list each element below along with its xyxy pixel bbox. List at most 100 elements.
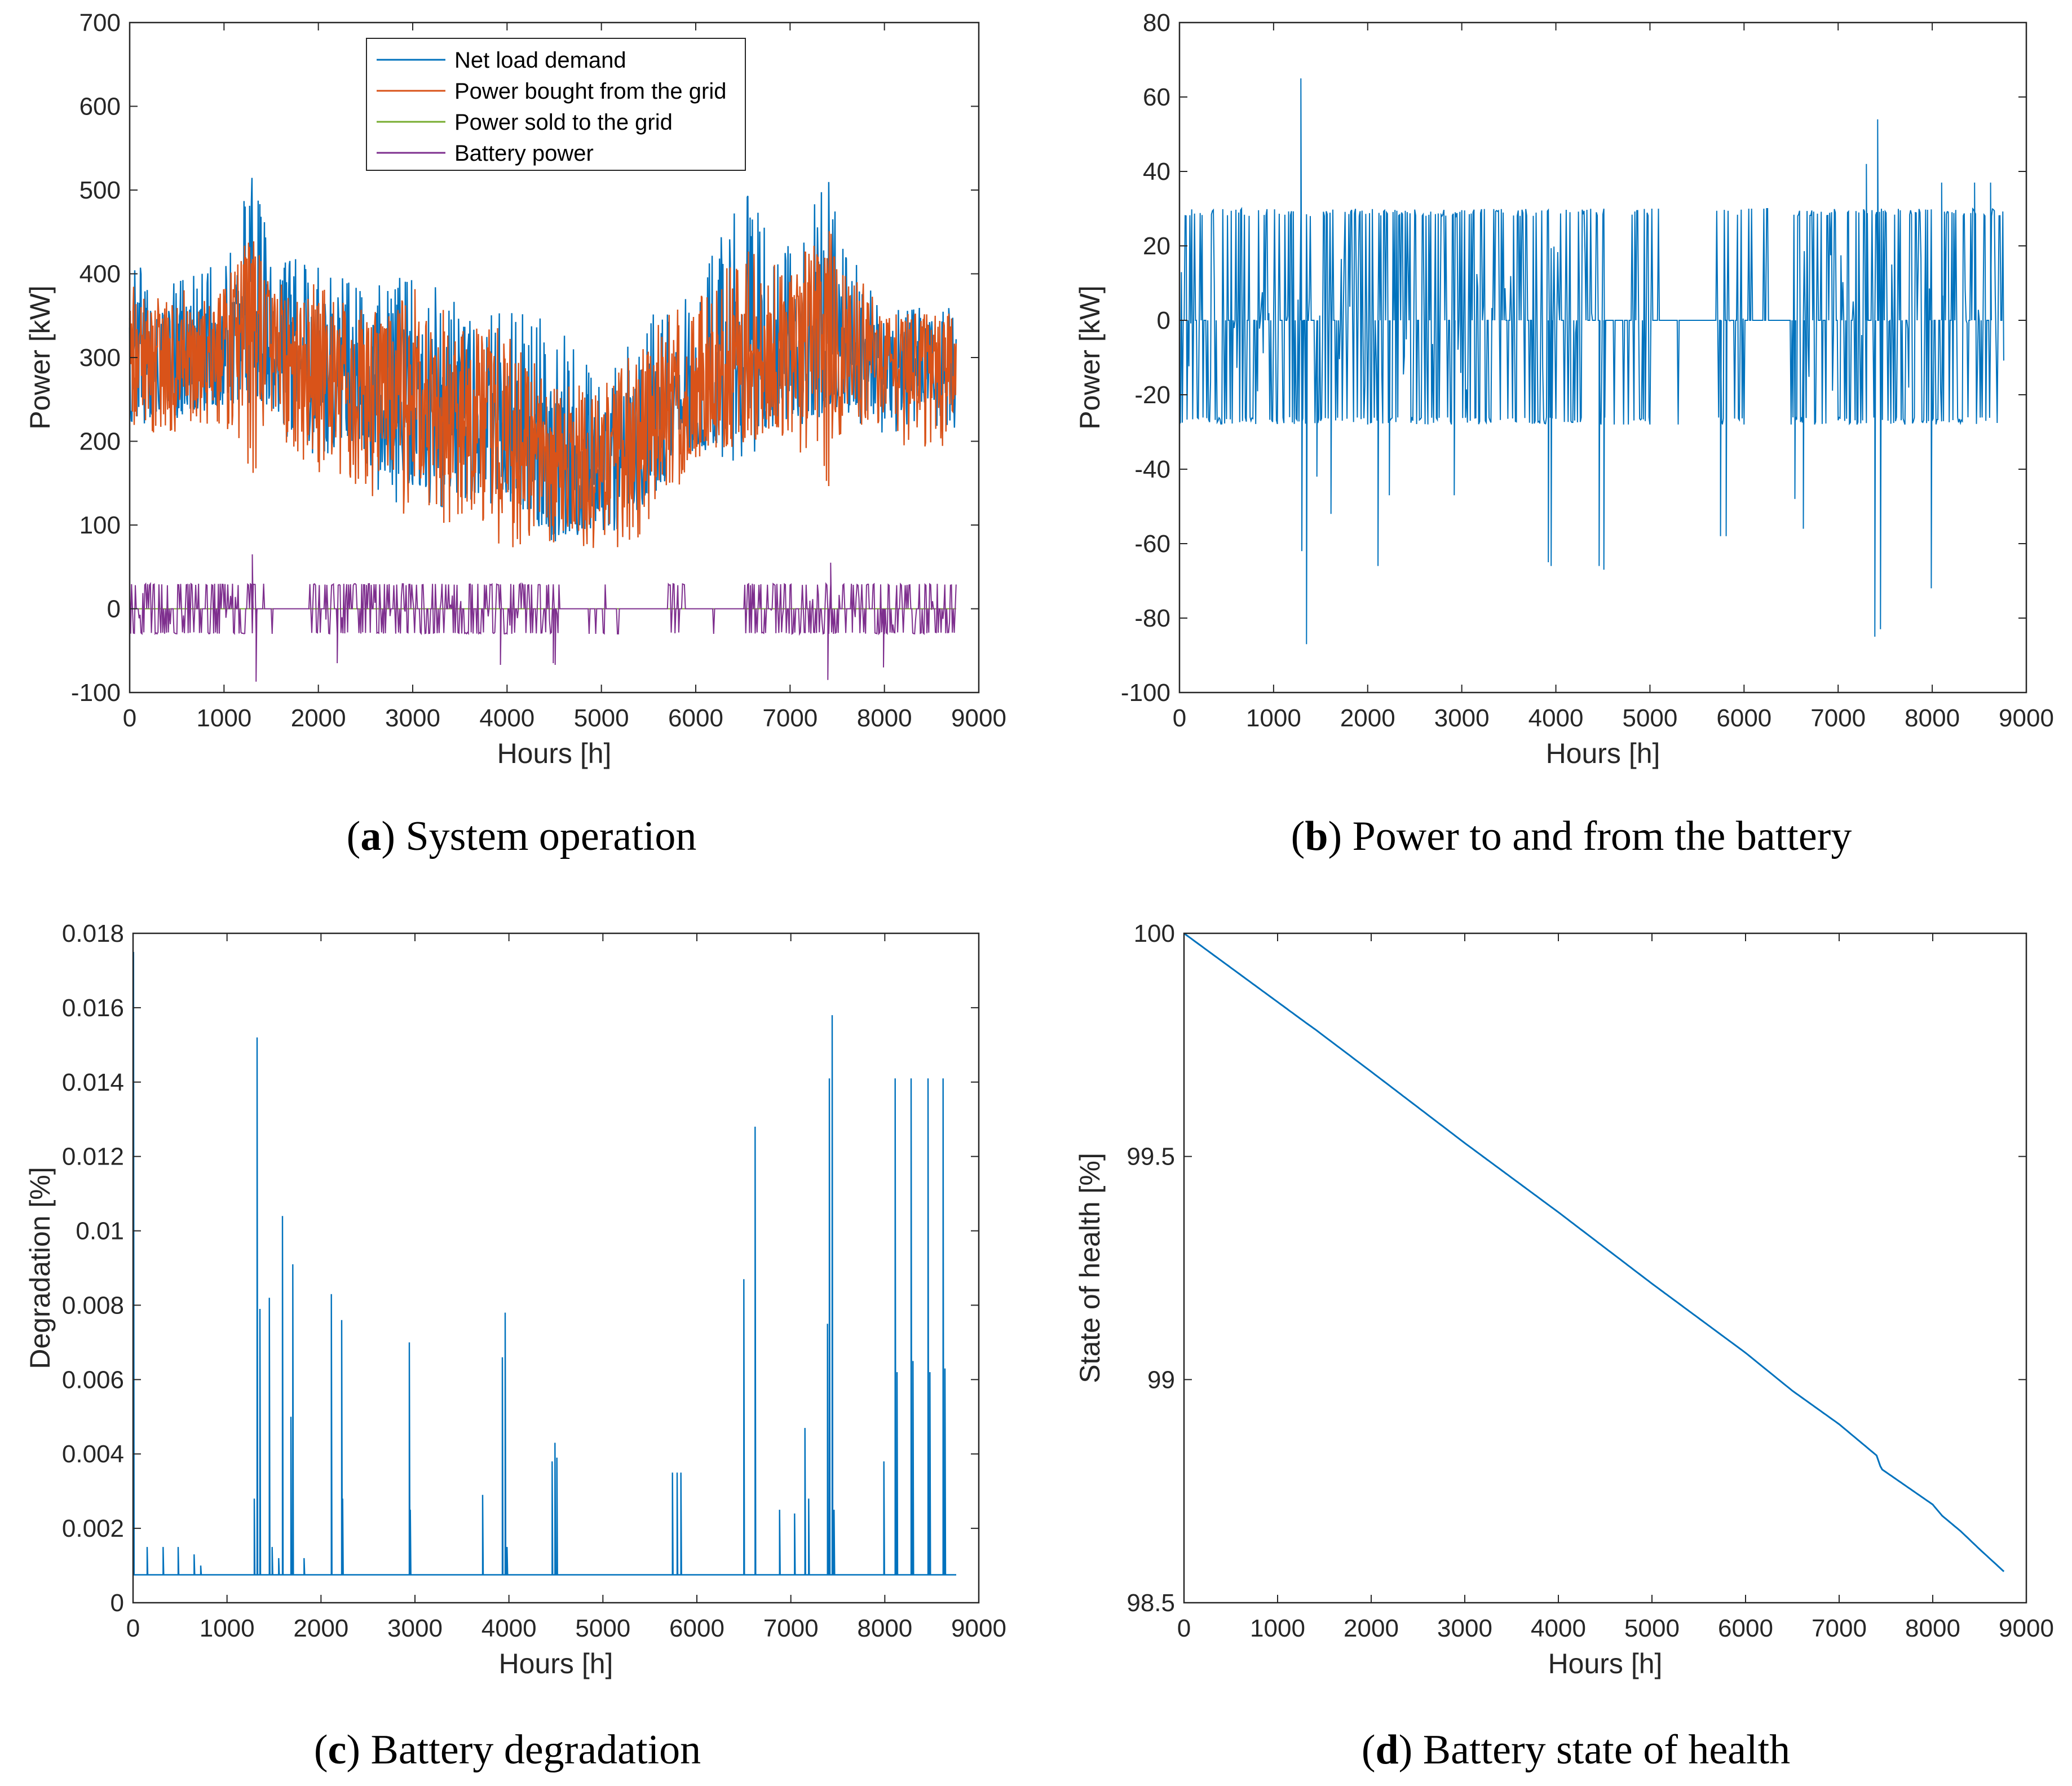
- caption-d-text: Battery state of health: [1423, 1727, 1790, 1773]
- panel-b-xtick-label: 4000: [1528, 704, 1584, 732]
- panel-b-plot-data: [1179, 78, 2004, 645]
- panel-b-axes-box: [1178, 21, 2027, 694]
- panel-b-battery-power: 0 1000 2000 3000 4000 5000 6000 7000 8000 9000 -10…: [1074, 9, 2054, 859]
- panel-c-xtick-label: 1000: [200, 1615, 255, 1642]
- panel-b-ytick-label: -80: [1134, 605, 1170, 632]
- panel-b-xtick-label: 5000: [1622, 704, 1677, 732]
- panel-d-ylabel: State of health [%]: [1074, 1153, 1106, 1383]
- panel-c-xtick-label: 4000: [481, 1615, 537, 1642]
- panel-b-xtick-label: 2000: [1340, 704, 1395, 732]
- panel-c-ytick-label: 0.01: [76, 1218, 124, 1245]
- panel-a-axes: 0 1000 2000 3000 4000 5000 6000 7000 8000 9000 -10…: [71, 9, 1006, 732]
- panel-a-xtick-label: 5000: [574, 704, 629, 732]
- panel-b-ytick-label: 0: [1157, 307, 1170, 334]
- caption-d: (d) Battery state of health: [1362, 1727, 1790, 1773]
- legend-label-net-load: Net load demand: [454, 48, 626, 73]
- panel-c-xtick-label: 3000: [387, 1615, 443, 1642]
- panel-a-series-battery: [129, 554, 957, 682]
- panel-c-ytick-label: 0.004: [62, 1440, 124, 1468]
- panel-b-xtick-label: 6000: [1716, 704, 1771, 732]
- legend-label-battery: Battery power: [454, 141, 594, 166]
- panel-b-xtick-label: 0: [1173, 704, 1186, 732]
- panel-c-ytick-label: 0.008: [62, 1291, 124, 1319]
- panel-c-plot-data: [132, 951, 956, 1576]
- panel-b-ytick-label: 60: [1143, 83, 1170, 111]
- panel-a-xtick-label: 1000: [196, 704, 251, 732]
- panel-d-xtick-label: 8000: [1905, 1615, 1960, 1642]
- panel-d-ytick-label: 98.5: [1126, 1589, 1175, 1617]
- caption-c-text: Battery degradation: [371, 1727, 701, 1773]
- panel-a-xtick-label: 8000: [857, 704, 912, 732]
- panel-d-xtick-label: 5000: [1624, 1615, 1680, 1642]
- panel-c-xlabel: Hours [h]: [499, 1648, 613, 1679]
- panel-d-xtick-label: 2000: [1344, 1615, 1399, 1642]
- panel-a-xtick-label: 0: [123, 704, 136, 732]
- panel-a-plot-data: [129, 178, 957, 682]
- panel-d-xtick-label: 1000: [1250, 1615, 1305, 1642]
- panel-d-battery-state-of-health: 0 1000 2000 3000 4000 5000 6000 7000 8000 9000 98.…: [1074, 920, 2054, 1773]
- panel-d-series-soh: [1183, 932, 2005, 1572]
- panel-d-axes: 0 1000 2000 3000 4000 5000 6000 7000 8000 9000 98.…: [1126, 920, 2054, 1642]
- panel-c-xtick-label: 2000: [293, 1615, 348, 1642]
- panel-c-ytick-label: 0.016: [62, 994, 124, 1022]
- panel-c-xtick-label: 5000: [575, 1615, 630, 1642]
- panel-a-ytick-label: 600: [79, 93, 121, 121]
- caption-a: (a) System operation: [347, 813, 697, 859]
- caption-b-letter: b: [1305, 813, 1328, 859]
- caption-a-letter: a: [360, 813, 381, 859]
- panel-d-ytick-label: 100: [1134, 920, 1175, 947]
- panel-b-xtick-label: 7000: [1810, 704, 1866, 732]
- panel-d-ytick-label: 99.5: [1126, 1143, 1175, 1171]
- panel-c-series-degradation: [132, 951, 956, 1576]
- panel-a-system-operation: 0 1000 2000 3000 4000 5000 6000 7000 8000 9000 -10…: [24, 9, 1006, 859]
- panel-c-ytick-label: 0.002: [62, 1515, 124, 1542]
- panel-a-xtick-label: 4000: [479, 704, 534, 732]
- panel-c-xtick-label: 0: [126, 1615, 140, 1642]
- panel-a-xtick-label: 7000: [762, 704, 818, 732]
- panel-c-xtick-label: 8000: [857, 1615, 912, 1642]
- caption-c-letter: c: [328, 1727, 347, 1773]
- panel-d-xtick-label: 0: [1177, 1615, 1191, 1642]
- caption-d-letter: d: [1375, 1727, 1398, 1773]
- panel-a-ytick-label: 400: [79, 261, 121, 288]
- panel-d-plot-data: [1183, 932, 2005, 1572]
- panel-c-ylabel: Degradation [%]: [24, 1167, 56, 1369]
- panel-b-axes: 0 1000 2000 3000 4000 5000 6000 7000 8000 9000 -10…: [1121, 9, 2054, 732]
- panel-a-xtick-label: 9000: [951, 704, 1006, 732]
- panel-a-legend: Net load demand Power bought from the gr…: [366, 38, 746, 171]
- caption-b: (b) Power to and from the battery: [1291, 813, 1852, 859]
- panel-d-xtick-label: 4000: [1531, 1615, 1586, 1642]
- panel-a-xtick-label: 2000: [291, 704, 346, 732]
- panel-a-xtick-label: 6000: [668, 704, 723, 732]
- panel-a-series-bought: [129, 231, 957, 548]
- panel-d-xtick-label: 3000: [1437, 1615, 1492, 1642]
- panel-b-ytick-label: 20: [1143, 232, 1170, 260]
- panel-a-xtick-label: 3000: [385, 704, 440, 732]
- panel-b-ytick-label: -100: [1121, 679, 1170, 707]
- panel-d-xlabel: Hours [h]: [1548, 1648, 1663, 1679]
- panel-c-axes: 0 1000 2000 3000 4000 5000 6000 7000 8000 9000 0 0.…: [62, 920, 1006, 1642]
- panel-c-ytick-label: 0.006: [62, 1366, 124, 1393]
- panel-a-ytick-label: -100: [71, 679, 121, 707]
- panel-c-xtick-label: 7000: [763, 1615, 819, 1642]
- legend-label-bought: Power bought from the grid: [454, 79, 726, 104]
- panel-c-ytick-label: 0.018: [62, 920, 124, 947]
- panel-c-xtick-label: 6000: [669, 1615, 724, 1642]
- panel-c-axes-box: [132, 932, 980, 1604]
- caption-b-text: Power to and from the battery: [1353, 813, 1852, 859]
- panel-b-ytick-label: -60: [1134, 530, 1170, 558]
- panel-b-ytick-label: -20: [1134, 381, 1170, 409]
- legend-label-sold: Power sold to the grid: [454, 110, 673, 135]
- panel-b-ytick-label: 40: [1143, 158, 1170, 186]
- panel-c-ytick-label: 0.014: [62, 1069, 124, 1096]
- panel-c-ytick-label: 0.012: [62, 1143, 124, 1171]
- panel-b-xtick-label: 1000: [1246, 704, 1301, 732]
- panel-b-ytick-label: 80: [1143, 9, 1170, 37]
- panel-d-xtick-label: 6000: [1718, 1615, 1773, 1642]
- panel-a-ytick-label: 500: [79, 177, 121, 204]
- panel-a-ytick-label: 300: [79, 344, 121, 372]
- panel-a-ylabel: Power [kW]: [24, 285, 56, 430]
- panel-b-ylabel: Power [kW]: [1074, 285, 1106, 430]
